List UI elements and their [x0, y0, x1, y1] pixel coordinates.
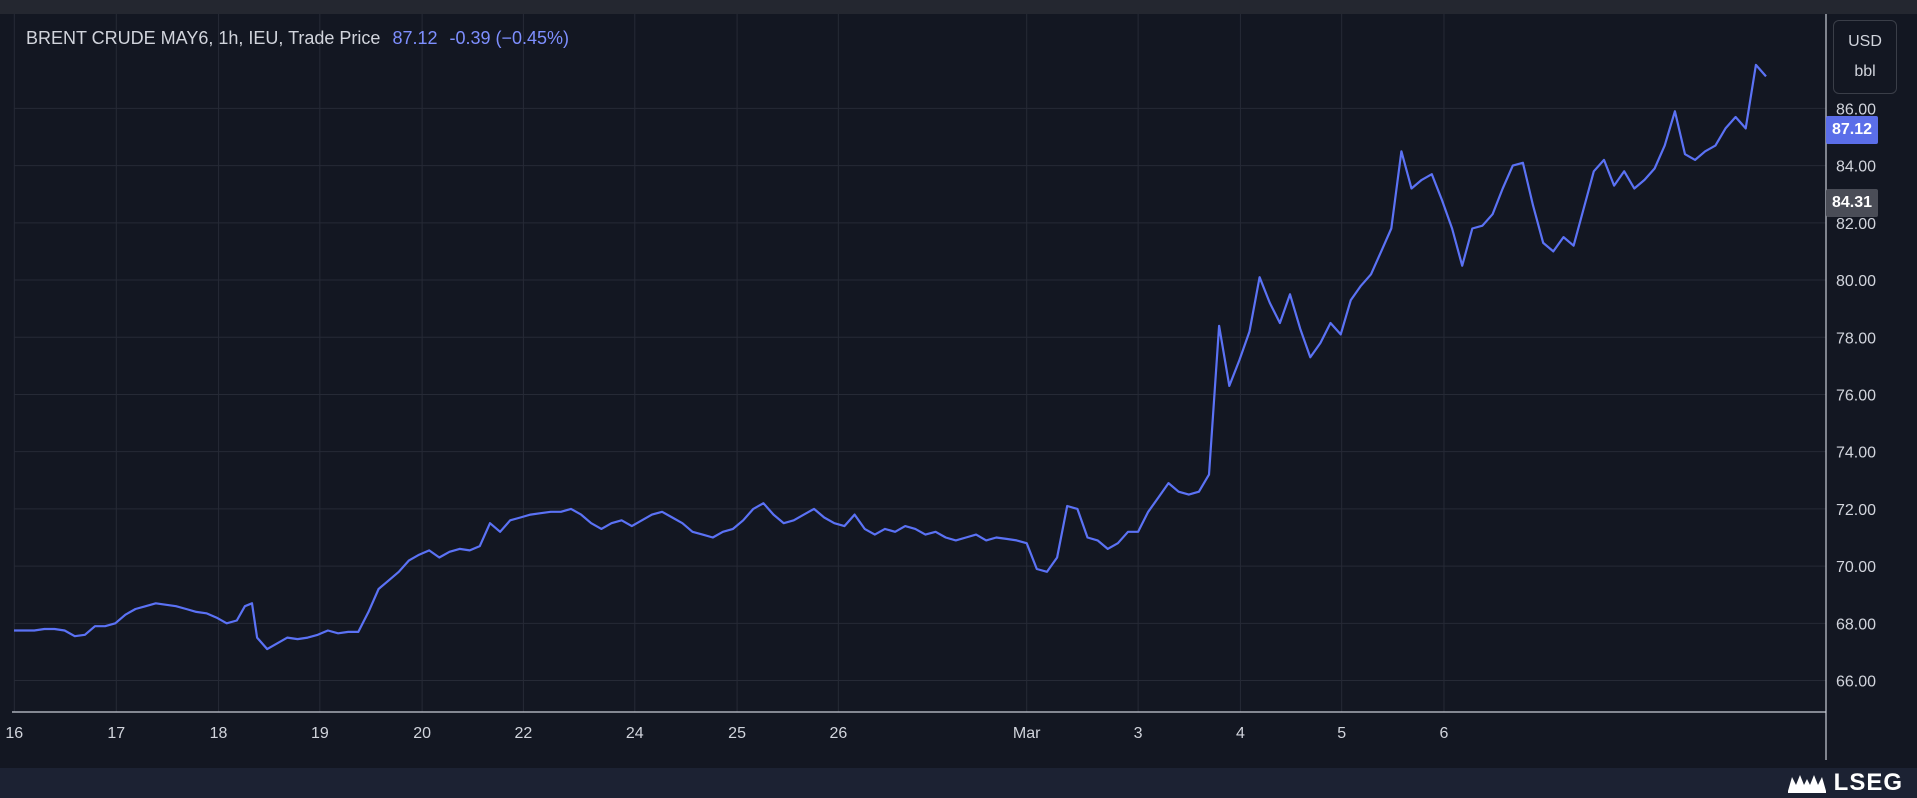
- lseg-logo: LSEG: [1786, 769, 1903, 796]
- y-tick-label: 86.00: [1836, 101, 1876, 118]
- x-tick-label: 5: [1337, 725, 1346, 742]
- brand-name: LSEG: [1833, 769, 1903, 796]
- lseg-mark-icon: [1787, 775, 1826, 793]
- last-price: 87.12: [392, 27, 438, 48]
- y-tick-label: 68.00: [1836, 616, 1876, 633]
- y-tick-label: 82.00: [1836, 216, 1876, 233]
- x-tick-label: 17: [107, 725, 125, 742]
- x-tick-label: 20: [413, 725, 431, 742]
- price-series-line: [14, 63, 1767, 651]
- x-tick-label: 22: [514, 725, 532, 742]
- symbol-label: BRENT CRUDE MAY6, 1h, IEU, Trade Price: [26, 27, 381, 48]
- top-strip: [0, 0, 1917, 14]
- y-tick-label: 76.00: [1836, 387, 1876, 404]
- x-tick-label: 18: [210, 725, 228, 742]
- x-tick-label: 6: [1440, 725, 1449, 742]
- y-tick-label: 84.00: [1836, 159, 1876, 176]
- y-tick-label: 72.00: [1836, 502, 1876, 519]
- last-price-tag: 87.12: [1826, 116, 1879, 144]
- x-tick-label: 16: [5, 725, 23, 742]
- y-tick-label: 78.00: [1836, 330, 1876, 347]
- axes: [12, 14, 1827, 760]
- measure-unit: bbl: [1854, 63, 1876, 80]
- unit-selector[interactable]: USD bbl: [1833, 20, 1897, 94]
- grid: [13, 14, 1826, 712]
- x-tick-label: 19: [311, 725, 329, 742]
- y-tick-label: 70.00: [1836, 559, 1876, 576]
- reference-price-tag: 84.31: [1826, 189, 1879, 217]
- x-tick-label: Mar: [1013, 725, 1041, 742]
- y-tick-label: 74.00: [1836, 445, 1876, 462]
- footer-bar: LSEG: [0, 768, 1917, 798]
- currency-unit: USD: [1848, 33, 1882, 50]
- price-change: -0.39 (−0.45%): [449, 27, 570, 48]
- y-tick-label: 66.00: [1836, 674, 1876, 691]
- x-tick-label: 25: [728, 725, 746, 742]
- x-tick-label: 24: [626, 725, 644, 742]
- x-tick-label: 3: [1134, 725, 1143, 742]
- series-layer: [14, 63, 1767, 651]
- time-axis: 16 17 18 19 20 22 24 25 26 Mar 3 4 5 6: [5, 725, 1448, 742]
- price-axis: 66.00 68.00 70.00 72.00 74.00 76.00 78.00 80.00…: [1836, 101, 1876, 690]
- x-tick-label: 4: [1236, 725, 1245, 742]
- chart-legend: BRENT CRUDE MAY6, 1h, IEU, Trade Price 8…: [26, 26, 569, 50]
- x-tick-label: 26: [829, 725, 847, 742]
- y-tick-label: 80.00: [1836, 273, 1876, 290]
